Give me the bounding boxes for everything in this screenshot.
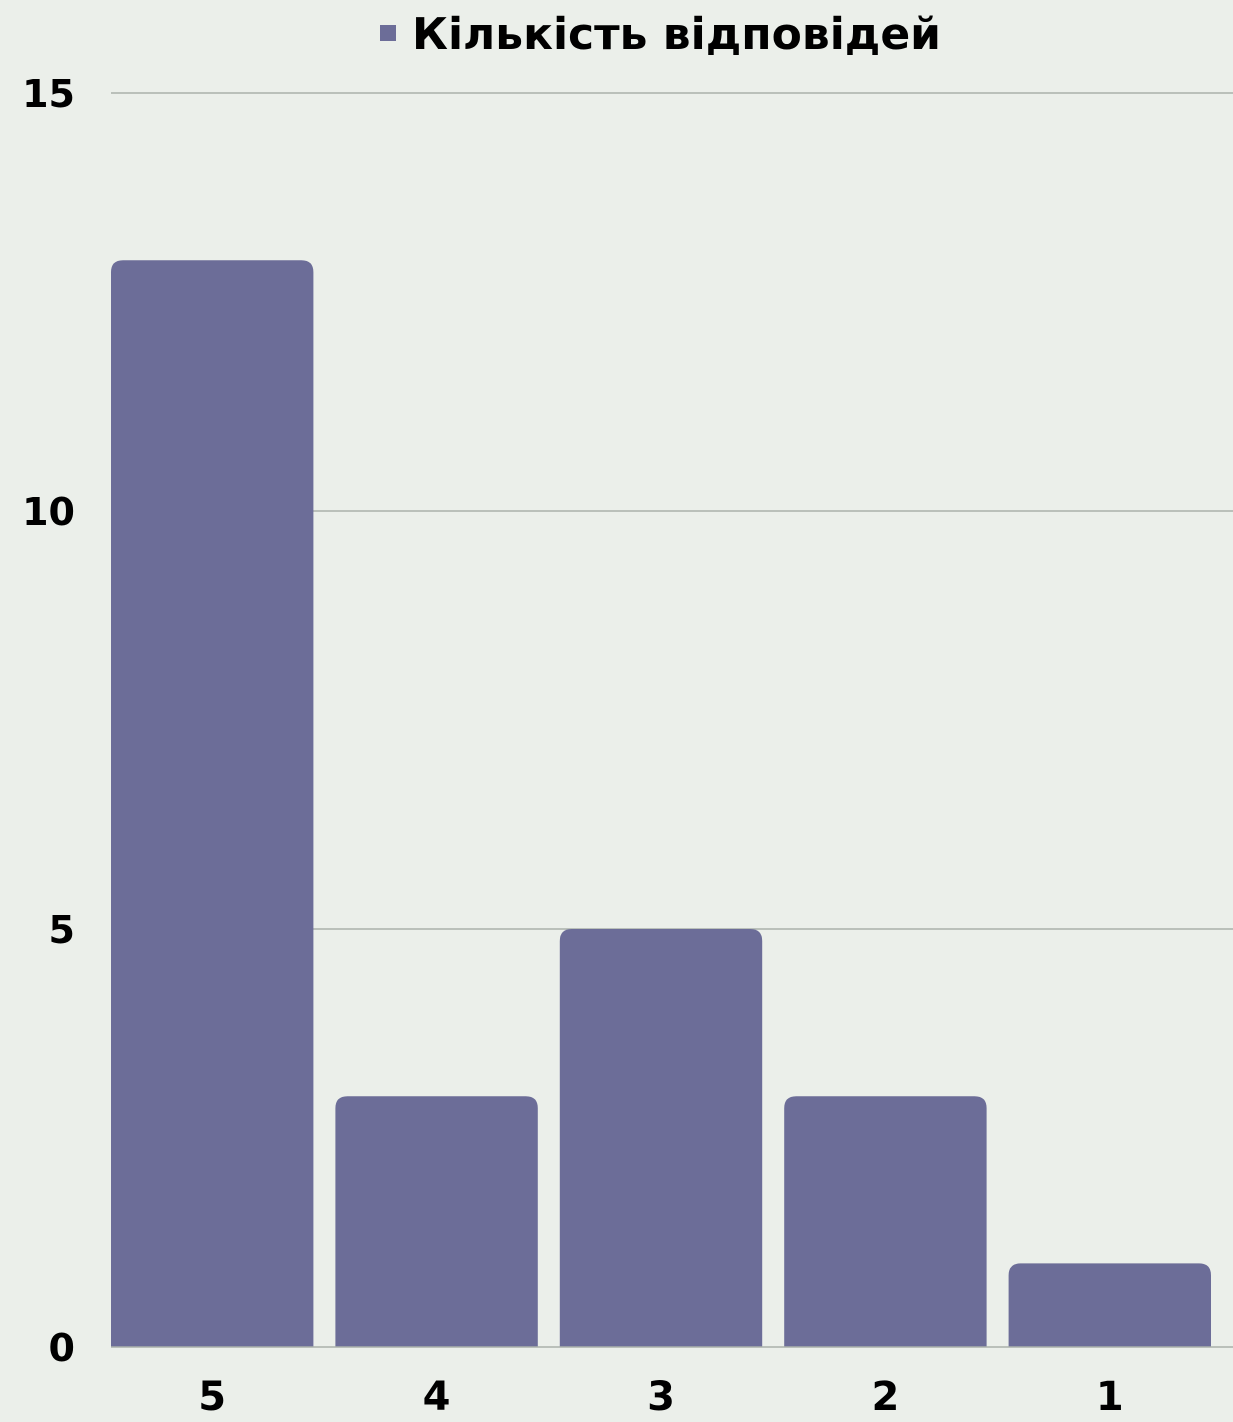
bars [111, 260, 1211, 1348]
bar [559, 929, 763, 1347]
x-tick-label: 3 [647, 1374, 675, 1420]
legend: Кількість відповідей [380, 9, 941, 60]
x-tick-label: 5 [198, 1374, 226, 1420]
y-tick-label: 5 [49, 908, 75, 952]
bar [111, 260, 314, 1348]
y-axis: 0 5 10 15 [22, 72, 75, 1370]
x-axis: 5 4 3 2 1 [111, 1346, 1233, 1420]
legend-swatch [380, 25, 396, 41]
bar [335, 1096, 538, 1347]
legend-label: Кількість відповідей [412, 9, 941, 60]
bar [784, 1096, 987, 1347]
y-tick-label: 10 [22, 490, 75, 534]
x-tick-label: 1 [1096, 1374, 1124, 1420]
x-tick-label: 4 [423, 1374, 451, 1420]
bar [1008, 1263, 1211, 1347]
y-tick-label: 0 [49, 1326, 75, 1370]
x-tick-label: 2 [871, 1374, 899, 1420]
y-tick-label: 15 [22, 72, 75, 116]
